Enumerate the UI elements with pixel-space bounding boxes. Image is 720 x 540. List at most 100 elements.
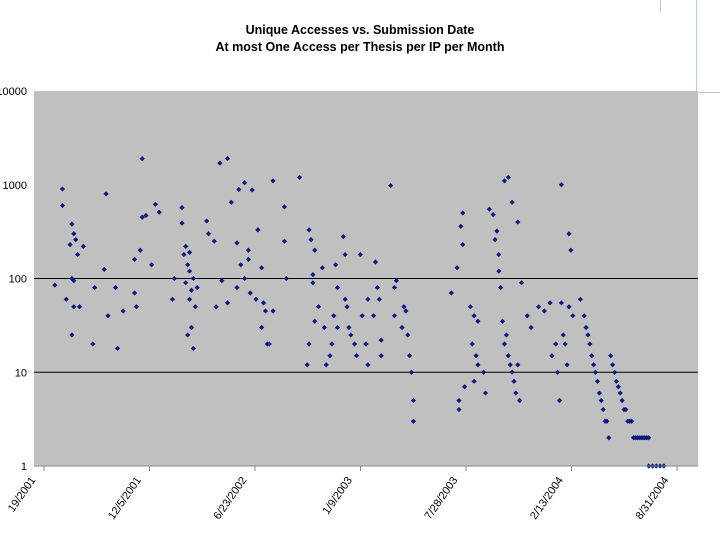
data-point: [391, 284, 398, 291]
data-point: [188, 324, 195, 331]
data-point: [186, 296, 193, 302]
data-point: [253, 296, 259, 302]
slide-frame-line: [660, 0, 661, 12]
data-point: [342, 296, 348, 302]
data-point: [598, 397, 604, 404]
data-point: [547, 300, 553, 306]
data-point: [391, 313, 398, 319]
data-point: [357, 251, 363, 258]
data-point: [156, 209, 162, 215]
chart-title: Unique Accesses vs. Submission Date At m…: [0, 22, 720, 56]
data-point: [149, 262, 155, 268]
data-point: [188, 287, 195, 293]
data-point: [541, 308, 547, 314]
data-point: [120, 308, 126, 314]
data-point: [190, 275, 196, 282]
data-point: [594, 378, 601, 384]
data-point: [312, 318, 318, 324]
data-point: [101, 266, 107, 273]
data-point: [553, 341, 559, 347]
data-point: [281, 238, 288, 244]
data-point: [583, 324, 589, 331]
data-point: [524, 313, 530, 319]
data-point: [80, 243, 86, 249]
data-point: [372, 259, 379, 265]
data-point: [490, 212, 496, 218]
data-point: [185, 332, 191, 338]
data-point: [185, 262, 191, 268]
data-point: [408, 369, 415, 375]
data-point: [388, 182, 394, 189]
x-tick-label: 2/13/2004: [528, 475, 566, 522]
x-tick-label: 12/5/2001: [106, 475, 144, 522]
data-point: [75, 251, 81, 258]
data-point: [475, 362, 481, 368]
data-point: [143, 212, 149, 219]
data-point: [133, 304, 140, 310]
gridlines: [34, 278, 698, 373]
data-point: [329, 341, 335, 347]
data-point: [587, 341, 593, 347]
data-point: [73, 236, 79, 243]
data-point: [234, 240, 240, 246]
data-point: [505, 353, 511, 359]
chart-title-line-2: At most One Access per Thesis per IP per…: [215, 40, 505, 54]
data-point: [69, 221, 75, 227]
data-point: [333, 262, 339, 268]
data-point: [401, 304, 407, 310]
data-point: [577, 296, 583, 302]
data-point: [169, 296, 176, 302]
data-point: [399, 324, 405, 331]
data-point: [238, 262, 244, 268]
data-point: [105, 313, 111, 319]
data-point: [370, 313, 377, 319]
data-point: [270, 308, 276, 314]
data-point: [568, 247, 574, 253]
x-tick-label: 1/9/2003: [321, 475, 355, 517]
data-point: [103, 191, 109, 197]
data-point: [331, 313, 337, 319]
data-point: [570, 313, 576, 319]
data-point: [234, 284, 240, 291]
data-point: [376, 296, 382, 302]
data-point: [496, 268, 502, 274]
data-point: [511, 378, 517, 384]
data-point: [515, 362, 521, 368]
data-point: [306, 341, 312, 347]
data-point: [494, 228, 500, 234]
data-point: [211, 238, 217, 244]
slide-frame-box: [696, 0, 720, 93]
data-point: [245, 256, 251, 262]
y-tick-label: 1000: [3, 180, 27, 192]
data-point: [619, 397, 625, 404]
data-point: [359, 313, 365, 319]
data-point: [183, 280, 189, 286]
data-point: [481, 369, 487, 375]
data-point: [304, 362, 310, 368]
data-point: [76, 304, 83, 310]
data-point: [310, 280, 316, 286]
data-point: [205, 231, 212, 237]
data-point: [475, 318, 481, 324]
data-point: [259, 324, 265, 331]
x-axis-tick-labels: 19/2001 12/5/2001 6/23/2002 1/9/2003 7/28/20…: [6, 466, 678, 522]
data-point: [374, 284, 380, 291]
y-tick-label: 1: [21, 461, 27, 473]
y-axis-tick-labels: 10000 1000 100 10 1: [0, 86, 27, 473]
data-point: [224, 300, 231, 306]
data-point: [139, 214, 145, 220]
data-point: [566, 231, 572, 237]
data-point: [283, 275, 289, 282]
data-point: [592, 369, 599, 375]
data-point: [518, 280, 525, 286]
data-point: [236, 186, 242, 193]
x-tick-label: 6/23/2002: [212, 475, 250, 522]
data-point: [249, 187, 255, 193]
data-point: [558, 300, 565, 306]
data-point: [503, 332, 509, 338]
data-point: [528, 324, 534, 331]
data-point: [192, 304, 198, 310]
data-point: [219, 277, 225, 284]
x-tick-label: 19/2001: [6, 475, 39, 514]
data-point: [403, 308, 409, 314]
